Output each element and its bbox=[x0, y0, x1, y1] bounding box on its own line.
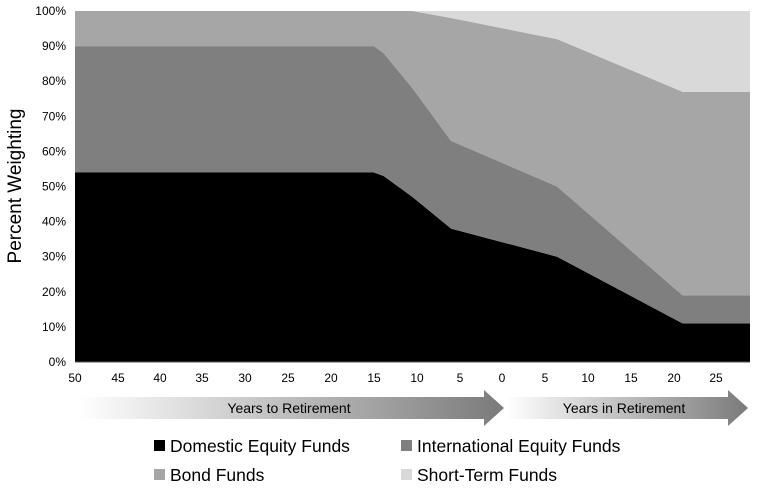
timeline-arrows: Years to Retirement Years in Retirement bbox=[78, 390, 748, 426]
x-tick-label: 45 bbox=[111, 371, 125, 385]
x-tick-label: 25 bbox=[281, 371, 295, 385]
y-tick-label: 70% bbox=[42, 109, 66, 123]
axes-group: 0%10%20%30%40%50%60%70%80%90%100%50 45 40 3… bbox=[5, 4, 750, 385]
area-series-2 bbox=[75, 11, 750, 296]
legend-swatch-2 bbox=[154, 469, 165, 480]
years-to-retirement-label: Years to Retirement bbox=[227, 400, 350, 416]
y-tick-label: 30% bbox=[42, 250, 66, 264]
x-tick-label: 0 bbox=[499, 371, 506, 385]
legend-label-2: Bond Funds bbox=[170, 465, 265, 485]
area-series-group bbox=[75, 11, 750, 362]
x-tick-label: 20 bbox=[324, 371, 338, 385]
x-tick-label: 10 bbox=[581, 371, 595, 385]
x-tick-label: 15 bbox=[367, 371, 381, 385]
x-tick-label: 10 bbox=[410, 371, 424, 385]
legend-label-3: Short-Term Funds bbox=[417, 465, 557, 485]
legend-swatch-0 bbox=[154, 440, 165, 451]
legend-label-0: Domestic Equity Funds bbox=[170, 436, 350, 456]
years-in-retirement-label: Years in Retirement bbox=[563, 400, 686, 416]
years-in-retirement-arrow bbox=[507, 390, 748, 426]
y-tick-label: 20% bbox=[42, 285, 66, 299]
x-tick-label: 20 bbox=[667, 371, 681, 385]
x-tick-label: 25 bbox=[709, 371, 723, 385]
x-tick-label: 50 bbox=[68, 371, 82, 385]
y-tick-label: 0% bbox=[49, 355, 67, 369]
y-axis-label: Percent Weighting bbox=[5, 109, 26, 264]
x-tick-label: 5 bbox=[457, 371, 464, 385]
years-to-retirement-arrow bbox=[78, 390, 504, 426]
x-tick-label: 30 bbox=[238, 371, 252, 385]
area-series-1 bbox=[75, 46, 750, 324]
legend-label-1: International Equity Funds bbox=[417, 436, 621, 456]
y-tick-label: 10% bbox=[42, 320, 66, 334]
y-tick-label: 80% bbox=[42, 74, 66, 88]
x-tick-label: 40 bbox=[153, 371, 167, 385]
y-tick-label: 40% bbox=[42, 215, 66, 229]
x-tick-label: 5 bbox=[542, 371, 549, 385]
y-tick-label: 50% bbox=[42, 180, 66, 194]
y-tick-label: 90% bbox=[42, 39, 66, 53]
area-series-0 bbox=[75, 172, 750, 362]
legend: Domestic Equity Funds International Equit… bbox=[154, 436, 621, 485]
y-tick-label: 100% bbox=[35, 4, 66, 18]
area-series-3 bbox=[75, 11, 750, 92]
x-tick-label: 15 bbox=[624, 371, 638, 385]
x-tick-label: 35 bbox=[195, 371, 209, 385]
legend-swatch-1 bbox=[401, 440, 412, 451]
y-tick-label: 60% bbox=[42, 144, 66, 158]
legend-swatch-3 bbox=[401, 469, 412, 480]
